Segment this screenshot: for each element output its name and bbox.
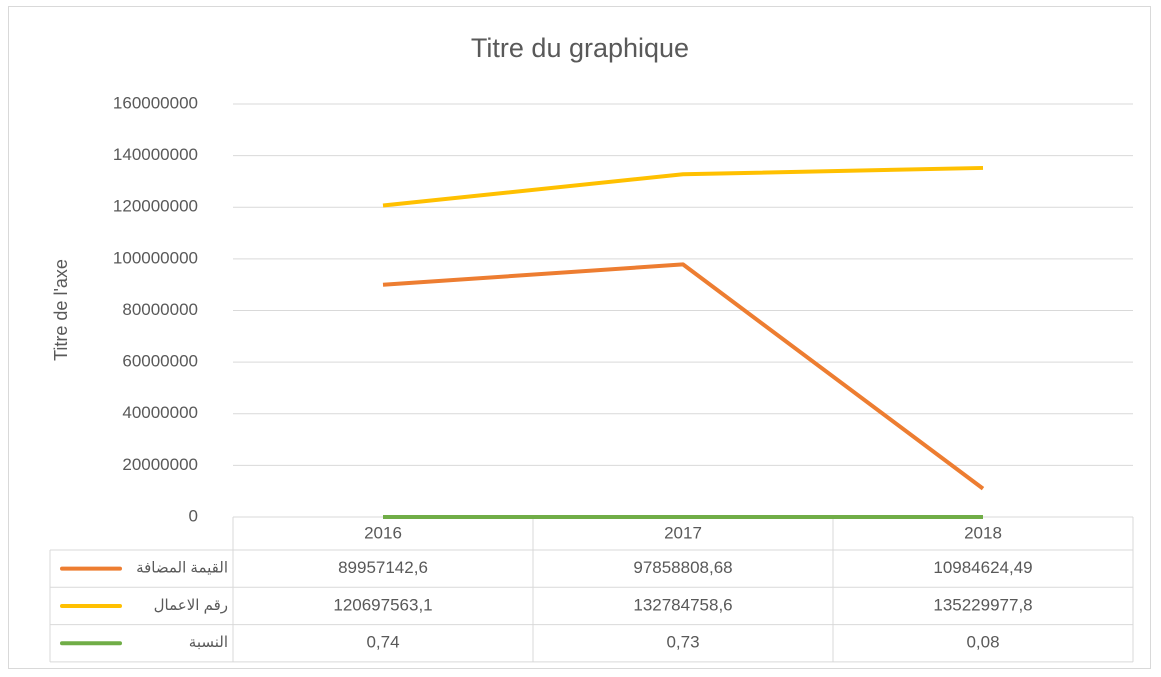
y-tick-label: 100000000 xyxy=(113,248,198,267)
y-tick-label: 140000000 xyxy=(113,145,198,164)
y-tick-label: 120000000 xyxy=(113,197,198,216)
y-tick-label: 0 xyxy=(189,506,198,525)
table-cell: 0,74 xyxy=(366,633,399,652)
table-cell: 132784758,6 xyxy=(633,595,732,614)
chart-border xyxy=(8,6,1151,669)
table-cell: 97858808,68 xyxy=(633,558,732,577)
chart-title: Titre du graphique xyxy=(471,33,689,63)
x-tick-label: 2018 xyxy=(964,523,1002,542)
table-cell: 89957142,6 xyxy=(338,558,428,577)
series-line xyxy=(382,165,984,208)
table-cell: 10984624,49 xyxy=(933,558,1032,577)
y-axis-title: Titre de l'axe xyxy=(51,259,71,361)
y-tick-label: 80000000 xyxy=(122,300,198,319)
series-line xyxy=(382,262,985,491)
table-cell: 135229977,8 xyxy=(933,595,1032,614)
legend-label: القيمة المضافة xyxy=(136,560,228,577)
table-cell: 120697563,1 xyxy=(333,595,432,614)
legend-label: رقم الاعمال xyxy=(154,597,228,614)
y-tick-label: 40000000 xyxy=(122,403,198,422)
x-tick-label: 2016 xyxy=(364,523,402,542)
y-tick-label: 20000000 xyxy=(122,455,198,474)
x-tick-label: 2017 xyxy=(664,523,702,542)
y-tick-label: 160000000 xyxy=(113,93,198,112)
table-cell: 0,73 xyxy=(666,633,699,652)
table-cell: 0,08 xyxy=(966,633,999,652)
legend-label: النسبة xyxy=(189,634,228,651)
y-tick-label: 60000000 xyxy=(122,352,198,371)
